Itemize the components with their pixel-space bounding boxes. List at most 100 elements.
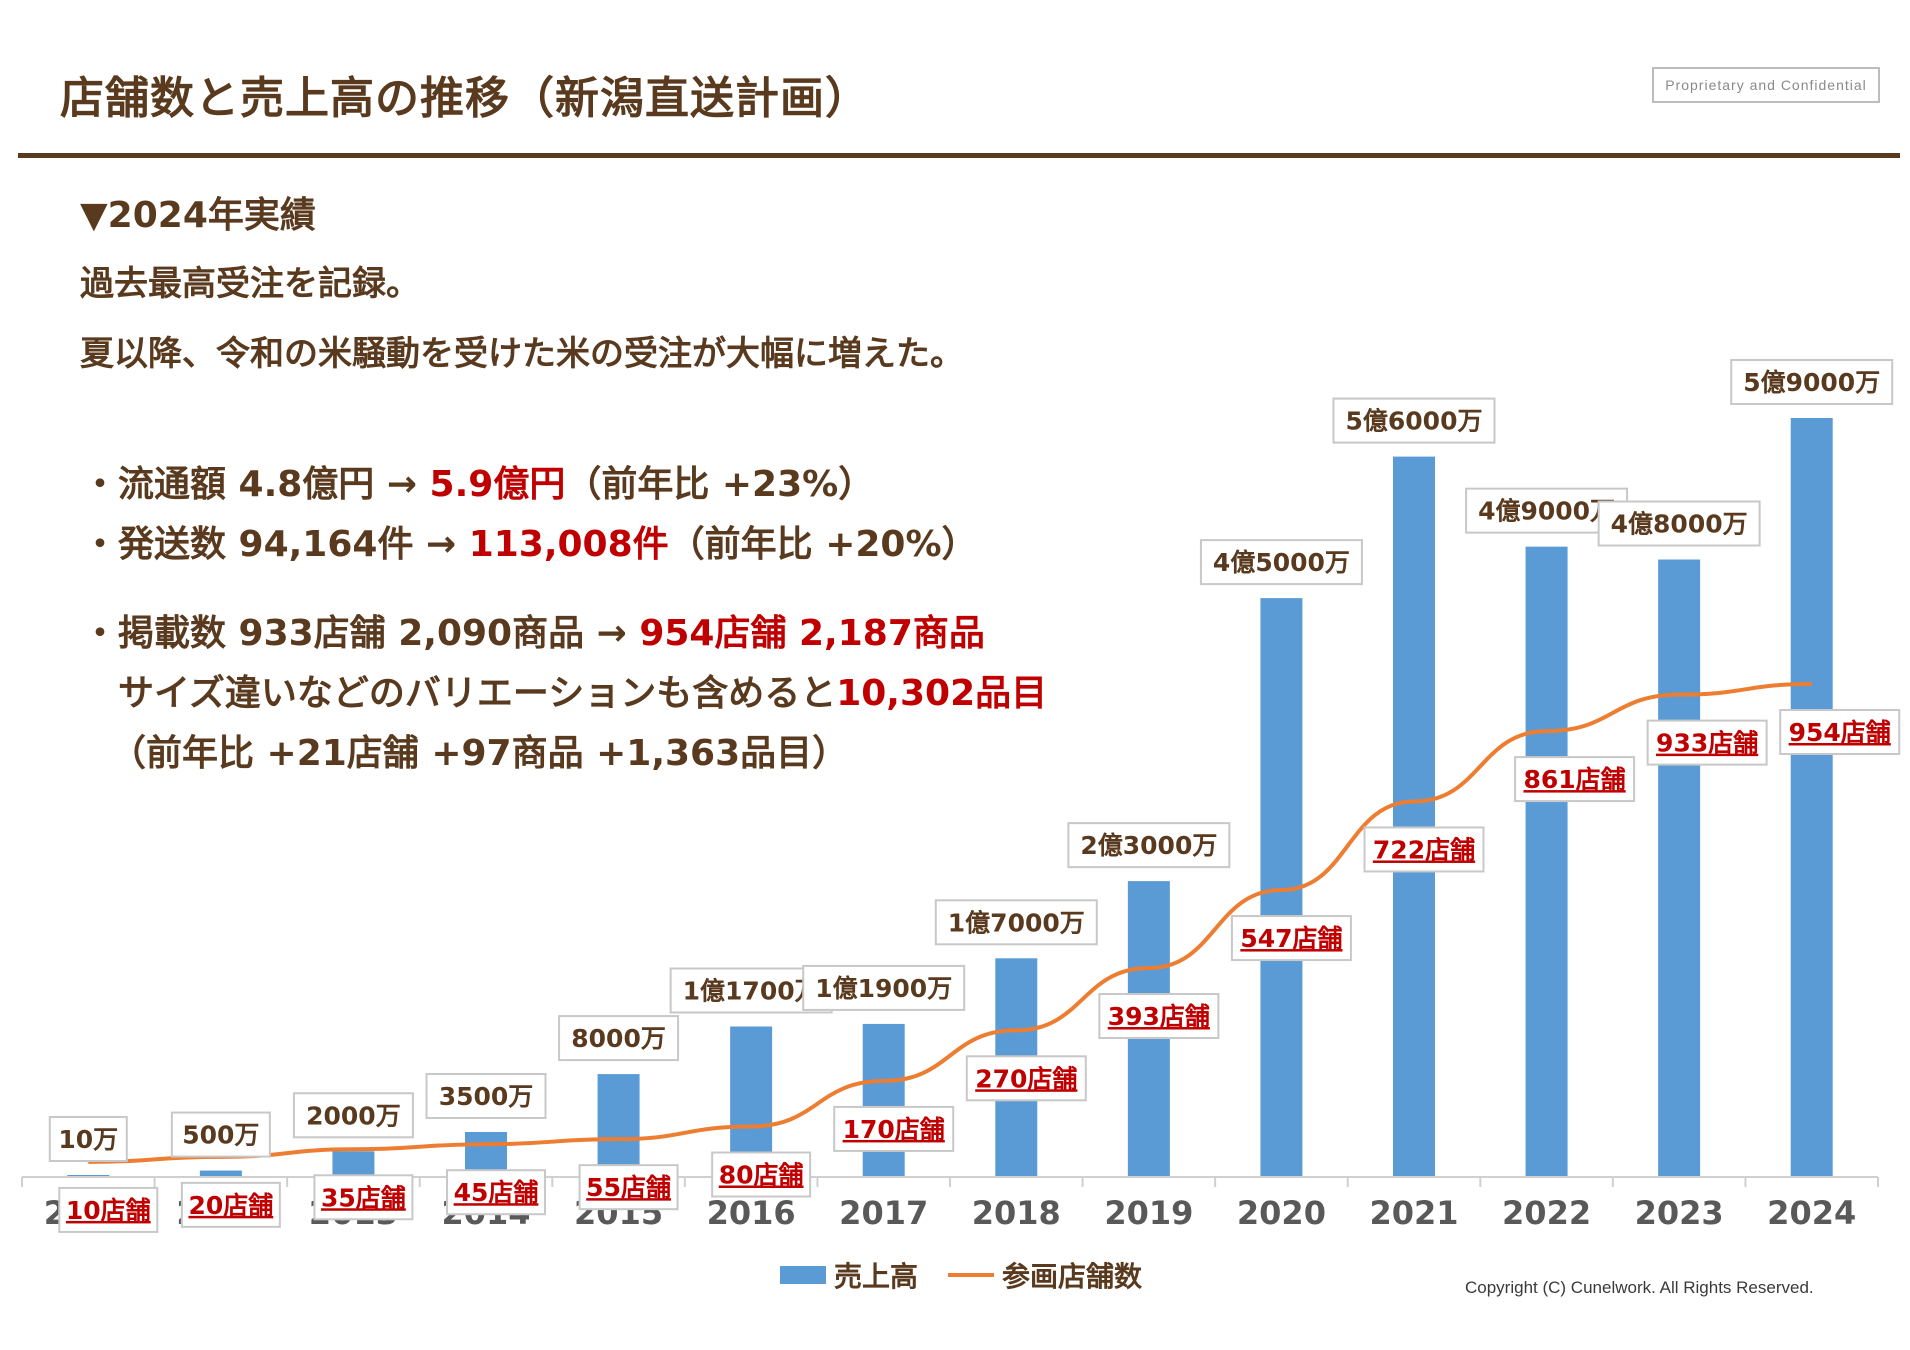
bar-value-label: 4億5000万 [1213,548,1350,577]
bar-value-label-box [934,899,1098,946]
summary-heading: ▼2024年実績 [80,195,316,236]
bar-value-label: 1億1900万 [815,974,952,1003]
bar-value-label: 2億3000万 [1080,831,1217,860]
bar-value-label: 4億8000万 [1611,510,1748,539]
store-count-label-box [313,1174,414,1221]
store-count-label: 393店舗 [1108,1002,1210,1031]
bar-value-label-box [558,1015,680,1062]
store-count-label-box [1098,993,1220,1040]
bullet-distribution-suffix: （前年比 +23%） [565,464,875,505]
bar-value-label-box [170,1111,271,1158]
store-count-label-box [578,1164,679,1211]
store-count-label-box [1514,756,1636,803]
bullet-shipments: ・発送数 94,164件 → 113,008件（前年比 +20%） [82,515,978,567]
store-count-label: 547店舗 [1240,924,1342,953]
store-count-label: 270店舗 [975,1064,1077,1093]
store-count-label: 170店舗 [843,1115,945,1144]
store-count-label: 933店舗 [1656,729,1758,758]
bar-value-label-box [1597,500,1761,547]
store-count-label-box [180,1181,281,1228]
bar-2023 [1658,559,1701,1177]
store-count-label: 35店舗 [321,1183,406,1212]
x-tick-label: 2019 [1104,1194,1193,1232]
bullet-listings-variations-highlight: 10,302品目 [836,673,1048,714]
x-tick-label: 2020 [1237,1194,1326,1232]
bullet-shipments-suffix: （前年比 +20%） [668,524,978,565]
bar-value-label-box [425,1072,547,1119]
store-count-label-box [711,1151,812,1198]
bullet-listings-variations-prefix: サイズ違いなどのバリエーションも含めると [118,673,837,714]
store-count-label: 55店舗 [586,1173,671,1202]
bar-value-label-box [48,1116,128,1162]
bar-value-label: 4億9000万 [1478,497,1615,526]
bar-value-label-box [292,1092,414,1139]
bar-value-label-box [1730,359,1894,405]
store-count-label-box [1779,709,1901,755]
bar-2012 [199,1170,242,1177]
store-count-label: 80店舗 [719,1160,804,1189]
copyright-notice: Copyright (C) Cunelwork. All Rights Rese… [1465,1278,1814,1297]
x-tick-label: 2023 [1635,1194,1724,1232]
store-count-label-box [1646,719,1768,766]
stores-line [88,682,1812,1164]
bar-value-label: 1億7000万 [948,908,1085,937]
bar-2021 [1393,456,1435,1177]
bullet-shipments-prefix: ・発送数 94,164件 → [82,524,469,565]
store-count-label-box [446,1169,546,1216]
bar-2022 [1525,546,1568,1177]
store-count-label: 45店舗 [454,1178,539,1207]
x-tick-label: 2024 [1767,1194,1856,1232]
bar-value-label: 8000万 [571,1024,666,1053]
x-tick-label: 2017 [839,1194,928,1232]
bar-2017 [862,1023,905,1177]
chart-legend: 売上高 参画店舗数 [780,1255,1142,1295]
bar-2015 [597,1074,640,1177]
store-count-label: 722店舗 [1373,835,1475,864]
bar-value-label: 3500万 [439,1082,534,1111]
store-count-label-box [833,1105,955,1152]
x-tick-label: 2021 [1369,1194,1458,1232]
bullet-distribution-prefix: ・流通額 4.8億円 → [82,464,430,505]
summary-line-record: 過去最高受注を記録。 [80,264,420,304]
store-count-label: 20店舗 [188,1191,273,1220]
x-tick-label: 2016 [707,1194,796,1232]
bar-value-label-box [802,964,966,1011]
store-count-label-box [1363,826,1485,873]
summary-line-rice: 夏以降、令和の米騒動を受けた米の受注が大幅に増えた。 [80,334,964,374]
store-count-label: 10店舗 [66,1196,151,1225]
bullet-listings-prefix: ・掲載数 933店舗 2,090商品 → [82,613,640,654]
page-title: 店舗数と売上高の推移（新潟直送計画） [60,73,870,124]
legend-sales-label: 売上高 [834,1260,919,1293]
bullet-listings-highlight: 954店舗 2,187商品 [639,613,985,654]
bullet-listings: ・掲載数 933店舗 2,090商品 → 954店舗 2,187商品 [82,604,985,656]
legend-stores-label: 参画店舗数 [1002,1260,1143,1293]
bullet-listings-variations: サイズ違いなどのバリエーションも含めると10,302品目 [118,664,1047,716]
bar-value-label: 500万 [182,1121,259,1150]
bar-value-label: 2000万 [306,1101,401,1130]
store-count-label-box [1230,915,1352,962]
x-tick-label: 2022 [1502,1194,1591,1232]
store-count-label-box [965,1055,1087,1102]
bar-value-label-box [1332,397,1496,444]
bar-2024 [1790,418,1833,1177]
bullet-listings-yoy: （前年比 +21店舗 +97商品 +1,363品目） [110,733,849,774]
bullet-shipments-highlight: 113,008件 [468,524,669,565]
bar-value-label: 1億1700万 [683,976,820,1005]
header-divider [18,153,1900,158]
bar-value-label-box [1199,539,1363,586]
confidential-badge: Proprietary and Confidential [1652,67,1880,103]
legend-line-swatch [948,1273,995,1277]
x-tick-label: 2018 [972,1194,1061,1232]
bar-value-label-box [1067,822,1231,869]
store-count-label: 861店舗 [1523,765,1625,794]
store-count-label-box [58,1186,159,1233]
legend-bar-swatch [780,1266,826,1284]
bullet-distribution: ・流通額 4.8億円 → 5.9億円（前年比 +23%） [82,455,874,507]
bullet-distribution-highlight: 5.9億円 [429,464,566,505]
bar-value-label: 10万 [58,1125,118,1154]
bar-2013 [332,1151,375,1177]
store-count-label: 954店舗 [1789,718,1891,747]
bar-value-label: 5億6000万 [1346,407,1483,436]
bar-value-label: 5億9000万 [1743,368,1880,397]
